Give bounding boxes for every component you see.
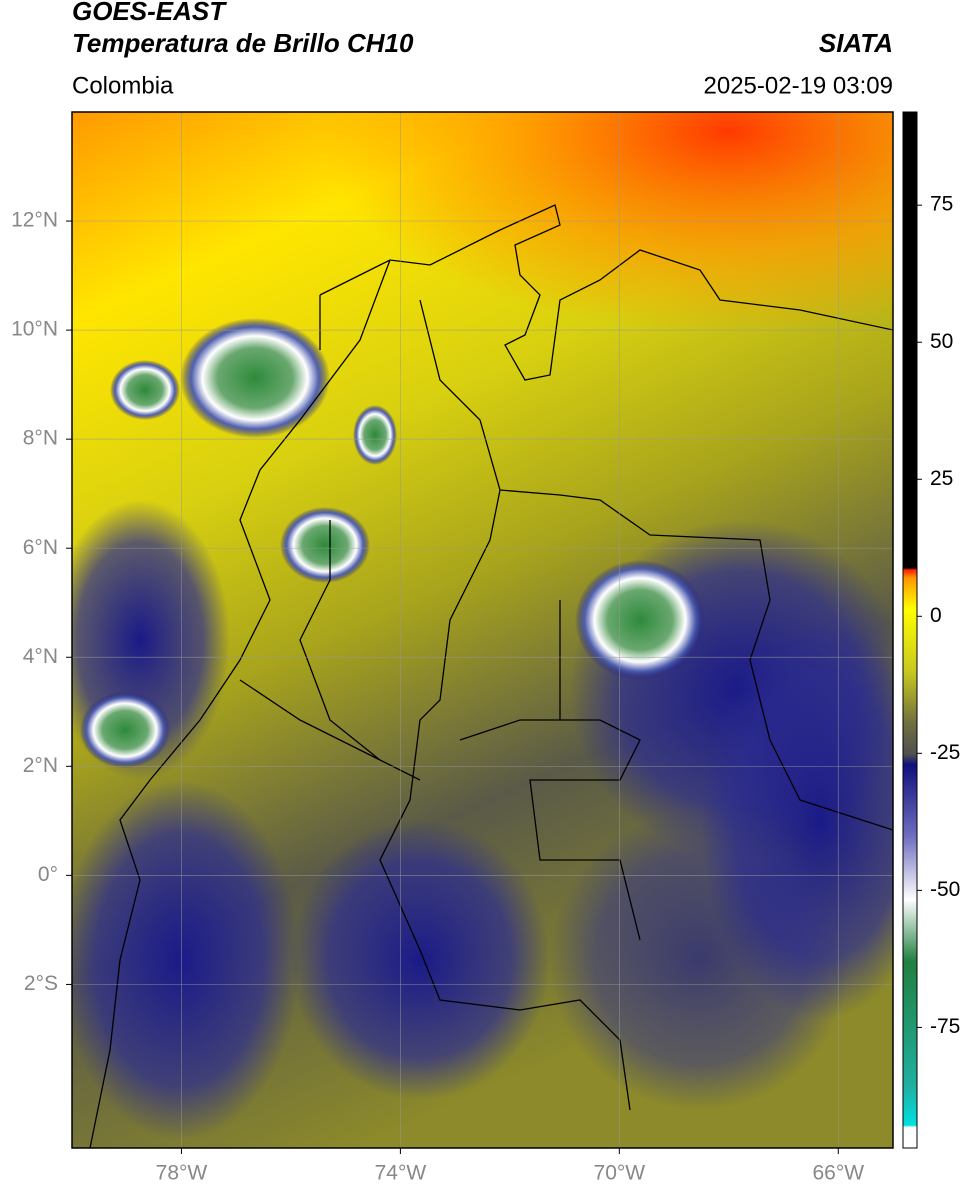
region: Colombia — [72, 72, 174, 99]
y-tick-label: 10°N — [11, 318, 58, 341]
x-tick-label: 66°W — [812, 1162, 864, 1185]
colorbar-tick-label: 0 — [930, 604, 942, 627]
datetime: 2025-02-19 03:09 — [704, 72, 894, 99]
y-tick-label: 12°N — [11, 209, 58, 232]
colorbar-tick-label: 75 — [930, 193, 953, 216]
x-tick-label: 74°W — [375, 1162, 427, 1185]
y-tick-label: 8°N — [23, 427, 58, 450]
colorbar-tick-label: -50 — [930, 878, 960, 901]
source: SIATA — [819, 28, 893, 58]
colorbar-tick-label: 50 — [930, 330, 953, 353]
y-tick-label: 2°N — [23, 754, 58, 777]
colorbar — [902, 111, 918, 1149]
colorbar-tick-label: -75 — [930, 1015, 960, 1038]
colorbar-tick-label: -25 — [930, 741, 960, 764]
y-tick-label: 6°N — [23, 536, 58, 559]
title: GOES-EAST — [72, 0, 227, 26]
y-tick-label: 4°N — [23, 645, 58, 668]
y-tick-label: 2°S — [24, 972, 58, 995]
y-tick-label: 0° — [38, 863, 58, 886]
satellite-image — [72, 112, 893, 1148]
x-tick-label: 70°W — [594, 1162, 646, 1185]
map-frame — [71, 111, 894, 1149]
subtitle: Temperatura de Brillo CH10 — [72, 28, 414, 58]
colorbar-tick-label: 25 — [930, 467, 953, 490]
graticule — [72, 112, 893, 1148]
x-tick-label: 78°W — [156, 1162, 208, 1185]
